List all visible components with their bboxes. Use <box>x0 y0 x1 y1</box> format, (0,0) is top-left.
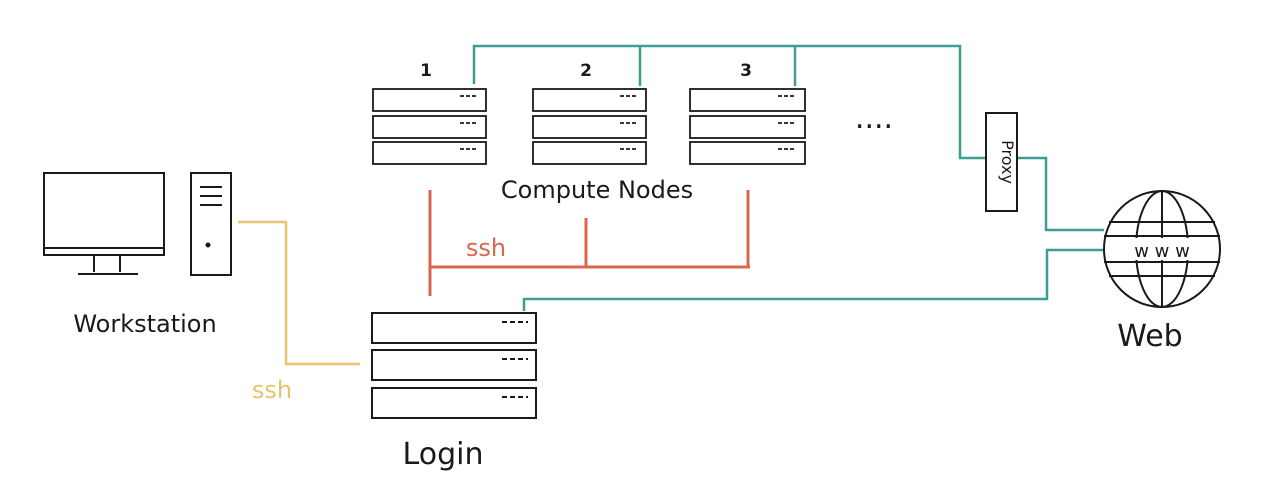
login-label: Login <box>403 437 484 472</box>
workstation-label: Workstation <box>73 310 216 338</box>
workstation <box>43 172 232 276</box>
proxy: Proxy <box>985 112 1018 212</box>
red-ssh-lines <box>428 190 750 296</box>
proxy-to-web-line <box>1017 156 1104 232</box>
globe-text-backdrop <box>1112 238 1212 260</box>
login-to-web-line <box>522 248 1104 311</box>
compute-node-3 <box>689 88 806 165</box>
server-icon <box>532 88 647 165</box>
teal-network-lines <box>472 44 1104 311</box>
node-number-1: 1 <box>420 61 432 81</box>
proxy-box <box>985 112 1018 212</box>
top-bus-line <box>472 44 986 160</box>
ellipsis-more-nodes: .... <box>855 101 893 136</box>
compute-node-2 <box>532 88 647 165</box>
compute-nodes-label: Compute Nodes <box>501 176 693 204</box>
globe-www-text: w w w <box>1134 241 1190 262</box>
compute-node-1 <box>372 88 487 165</box>
web-label: Web <box>1117 319 1182 354</box>
workstation-ssh-label: ssh <box>252 376 292 404</box>
tower-icon <box>190 172 232 276</box>
server-icon <box>689 88 806 165</box>
workstation-ssh-line <box>238 220 360 366</box>
login-node <box>371 312 537 419</box>
proxy-label: Proxy <box>998 140 1017 184</box>
monitor-icon <box>43 172 165 275</box>
node-number-3: 3 <box>740 61 752 81</box>
node-number-2: 2 <box>580 61 592 81</box>
server-icon <box>372 88 487 165</box>
login-ssh-label: ssh <box>466 234 506 262</box>
server-icon <box>371 312 537 419</box>
